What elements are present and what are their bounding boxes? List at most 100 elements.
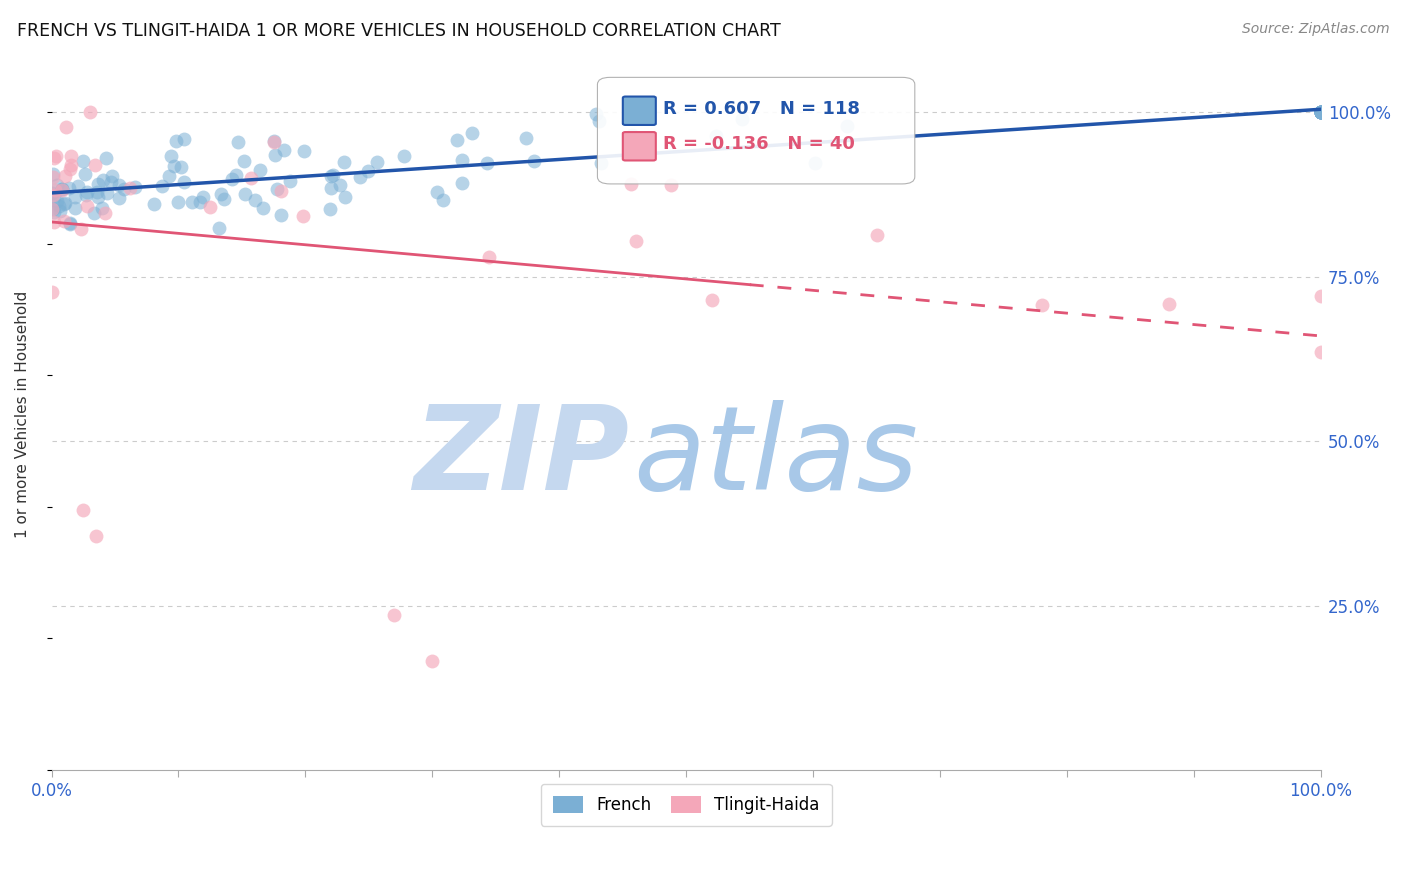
Point [87,178,110,192]
Point [59,217,82,231]
Point [515,130,537,145]
Point [208,220,231,235]
Point [225,168,247,182]
Point [1310,105,1333,120]
Y-axis label: 1 or more Vehicles in Household: 1 or more Vehicles in Household [15,291,30,539]
Point [67,179,90,194]
Point [1310,105,1333,120]
Point [245,193,267,207]
Point [329,178,352,192]
Point [292,209,315,223]
Point [76,186,98,200]
Point [181,194,204,209]
Point [157,169,180,183]
Point [1310,105,1333,120]
Point [124,179,146,194]
Point [170,161,193,175]
Point [91,202,114,216]
Point [1310,105,1333,120]
Point [100,169,122,183]
Point [79,105,101,120]
Point [86,190,108,204]
Text: atlas: atlas [633,401,918,515]
Point [451,153,474,167]
Text: R = 0.607   N = 118: R = 0.607 N = 118 [664,100,860,118]
Point [866,228,889,243]
Point [252,201,274,215]
Point [1310,105,1333,120]
Point [48,199,70,213]
Point [96,186,118,200]
Point [142,196,165,211]
Point [1310,289,1333,303]
Point [42,190,65,204]
Point [1310,105,1333,120]
Point [446,133,468,147]
Point [53,197,76,211]
Point [319,169,342,183]
Point [270,184,292,198]
Point [232,154,254,169]
Point [163,159,186,173]
Point [112,182,135,196]
Point [83,205,105,219]
Point [588,113,610,128]
Point [263,134,285,148]
Point [349,169,371,184]
Point [1310,105,1333,120]
Point [451,176,474,190]
Point [432,194,454,208]
FancyBboxPatch shape [623,96,655,125]
Point [1310,105,1333,120]
Point [263,135,285,149]
Point [53,169,76,183]
Point [45,194,67,208]
Point [60,158,83,172]
Point [1310,105,1333,120]
Point [108,191,131,205]
Point [620,128,643,142]
Point [475,155,498,169]
Point [72,503,94,517]
Point [51,183,73,197]
Point [804,156,827,170]
Point [63,190,86,204]
Point [1031,298,1053,312]
Point [270,208,292,222]
FancyBboxPatch shape [623,132,655,161]
Point [63,201,86,215]
Point [44,183,66,197]
Point [41,202,63,216]
Point [42,215,65,229]
Point [160,149,183,163]
Point [1310,105,1333,120]
Point [332,154,354,169]
Point [100,175,122,189]
Point [165,134,187,148]
Point [72,154,94,169]
Point [1310,105,1333,120]
Text: Source: ZipAtlas.com: Source: ZipAtlas.com [1241,22,1389,37]
Point [233,186,256,201]
Point [318,202,340,217]
Point [221,172,243,186]
Point [96,152,118,166]
Point [394,149,416,163]
Point [150,179,173,194]
Point [249,163,271,178]
Point [173,175,195,189]
Point [167,195,190,210]
Point [704,129,727,144]
Point [44,151,66,165]
Point [1310,105,1333,120]
Point [52,214,75,228]
Point [188,195,211,210]
Point [173,132,195,146]
Point [44,204,66,219]
Point [626,234,648,248]
Point [86,185,108,199]
Point [226,136,249,150]
Point [319,181,342,195]
Point [589,155,612,169]
Point [51,181,73,195]
